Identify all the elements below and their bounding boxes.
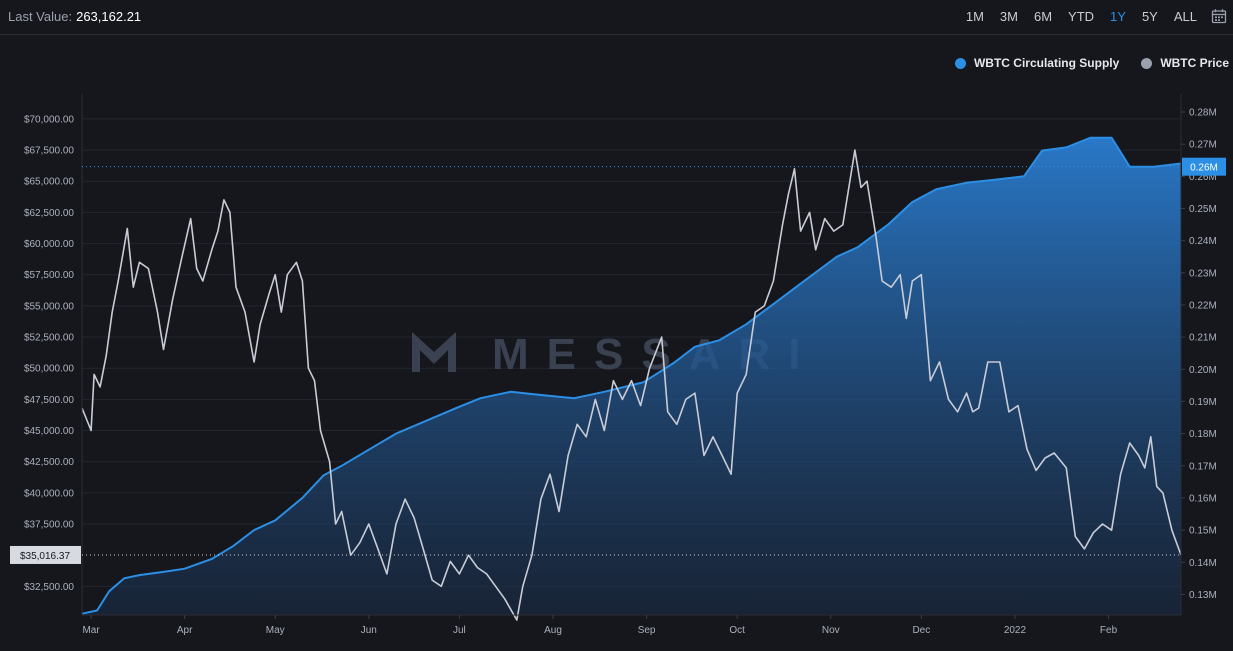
calendar-icon[interactable] — [1211, 8, 1227, 24]
right-tick-label: 0.15M — [1189, 526, 1217, 537]
left-tick-label: $62,500.00 — [24, 208, 74, 219]
left-tick-label: $65,000.00 — [24, 177, 74, 188]
price-crosshair-label: $35,016.37 — [20, 551, 70, 562]
supply-area — [82, 137, 1181, 615]
range-1y-button[interactable]: 1Y — [1110, 8, 1126, 24]
range-5y-button[interactable]: 5Y — [1141, 8, 1158, 24]
price-line — [81, 149, 1182, 621]
right-tick-label: 0.25M — [1189, 204, 1217, 215]
right-tick-label: 0.28M — [1189, 108, 1217, 119]
left-tick-label: $55,000.00 — [24, 301, 74, 312]
chart-legend: WBTC Circulating Supply WBTC Price — [933, 56, 1229, 70]
x-tick-label: Apr — [177, 625, 193, 636]
right-tick-label: 0.22M — [1189, 300, 1217, 311]
price-crosshair-badge — [10, 545, 81, 564]
right-tick-label: 0.23M — [1189, 268, 1217, 279]
left-tick-label: $50,000.00 — [24, 364, 74, 375]
x-tick-label: Nov — [822, 625, 840, 636]
last-value-readout: Last Value: 263,162.21 — [8, 9, 141, 24]
right-tick-label: 0.18M — [1189, 429, 1217, 440]
range-all-button[interactable]: ALL — [1173, 8, 1197, 24]
right-tick-label: 0.24M — [1189, 236, 1217, 247]
left-tick-label: $45,000.00 — [24, 426, 74, 437]
range-1m-button[interactable]: 1M — [965, 8, 984, 24]
x-tick-label: Jun — [361, 625, 377, 636]
x-tick-label: 2022 — [1004, 625, 1027, 636]
right-tick-label: 0.27M — [1189, 140, 1217, 151]
range-ytd-button[interactable]: YTD — [1068, 8, 1095, 24]
left-tick-label: $40,000.00 — [24, 488, 74, 499]
left-tick-label: $32,500.00 — [24, 582, 74, 593]
legend-label-supply: WBTC Circulating Supply — [973, 56, 1120, 70]
axes: $70,000.00 $67,500.00 $65,000.00 $62,500.00… — [24, 94, 1217, 636]
left-tick-label: $42,500.00 — [24, 457, 74, 468]
supply-crosshair-badge — [1182, 157, 1226, 176]
x-tick-label: Jul — [453, 625, 466, 636]
right-tick-label: 0.26M — [1189, 172, 1217, 183]
x-tick-label: Aug — [544, 625, 562, 636]
price-series — [81, 149, 1182, 621]
supply-crosshair-label: 0.26M — [1190, 163, 1218, 174]
right-tick-label: 0.20M — [1189, 365, 1217, 376]
crosshair: 0.26M $35,016.37 — [10, 157, 1226, 564]
legend-dot-price — [1141, 57, 1153, 69]
right-tick-label: 0.19M — [1189, 397, 1217, 408]
left-tick-label: $70,000.00 — [24, 114, 74, 125]
left-tick-label: $67,500.00 — [24, 146, 74, 157]
right-tick-label: 0.14M — [1189, 558, 1217, 569]
x-tick-label: Mar — [82, 625, 100, 636]
top-bar: Last Value: 263,162.21 1M 3M 6M YTD 1Y 5Y… — [0, 0, 1233, 35]
left-tick-label: $57,500.00 — [24, 270, 74, 281]
left-tick-label: $47,500.00 — [24, 395, 74, 406]
right-tick-label: 0.17M — [1189, 461, 1217, 472]
range-3m-button[interactable]: 3M — [999, 8, 1018, 24]
range-6m-button[interactable]: 6M — [1033, 8, 1053, 24]
x-tick-label: Dec — [912, 625, 930, 636]
legend-dot-supply — [954, 57, 966, 69]
x-tick-label: Sep — [638, 625, 656, 636]
legend-label-price: WBTC Price — [1160, 56, 1229, 70]
left-tick-label: $52,500.00 — [24, 333, 74, 344]
legend-item-supply[interactable]: WBTC Circulating Supply — [954, 56, 1120, 70]
left-tick-label: $60,000.00 — [24, 239, 74, 250]
time-range-selector: 1M 3M 6M YTD 1Y 5Y ALL — [958, 8, 1233, 24]
right-tick-label: 0.16M — [1189, 493, 1217, 504]
x-tick-label: Oct — [729, 625, 745, 636]
messari-logo-mark — [412, 332, 456, 372]
last-value-label: Last Value: — [8, 9, 73, 24]
x-tick-label: May — [266, 625, 285, 636]
legend-item-price[interactable]: WBTC Price — [1141, 56, 1229, 70]
x-tick-label: Feb — [1100, 625, 1118, 636]
right-tick-label: 0.21M — [1189, 333, 1217, 344]
last-value-number: 263,162.21 — [76, 9, 142, 24]
left-tick-label: $37,500.00 — [24, 520, 74, 531]
right-tick-label: 0.13M — [1189, 590, 1217, 601]
